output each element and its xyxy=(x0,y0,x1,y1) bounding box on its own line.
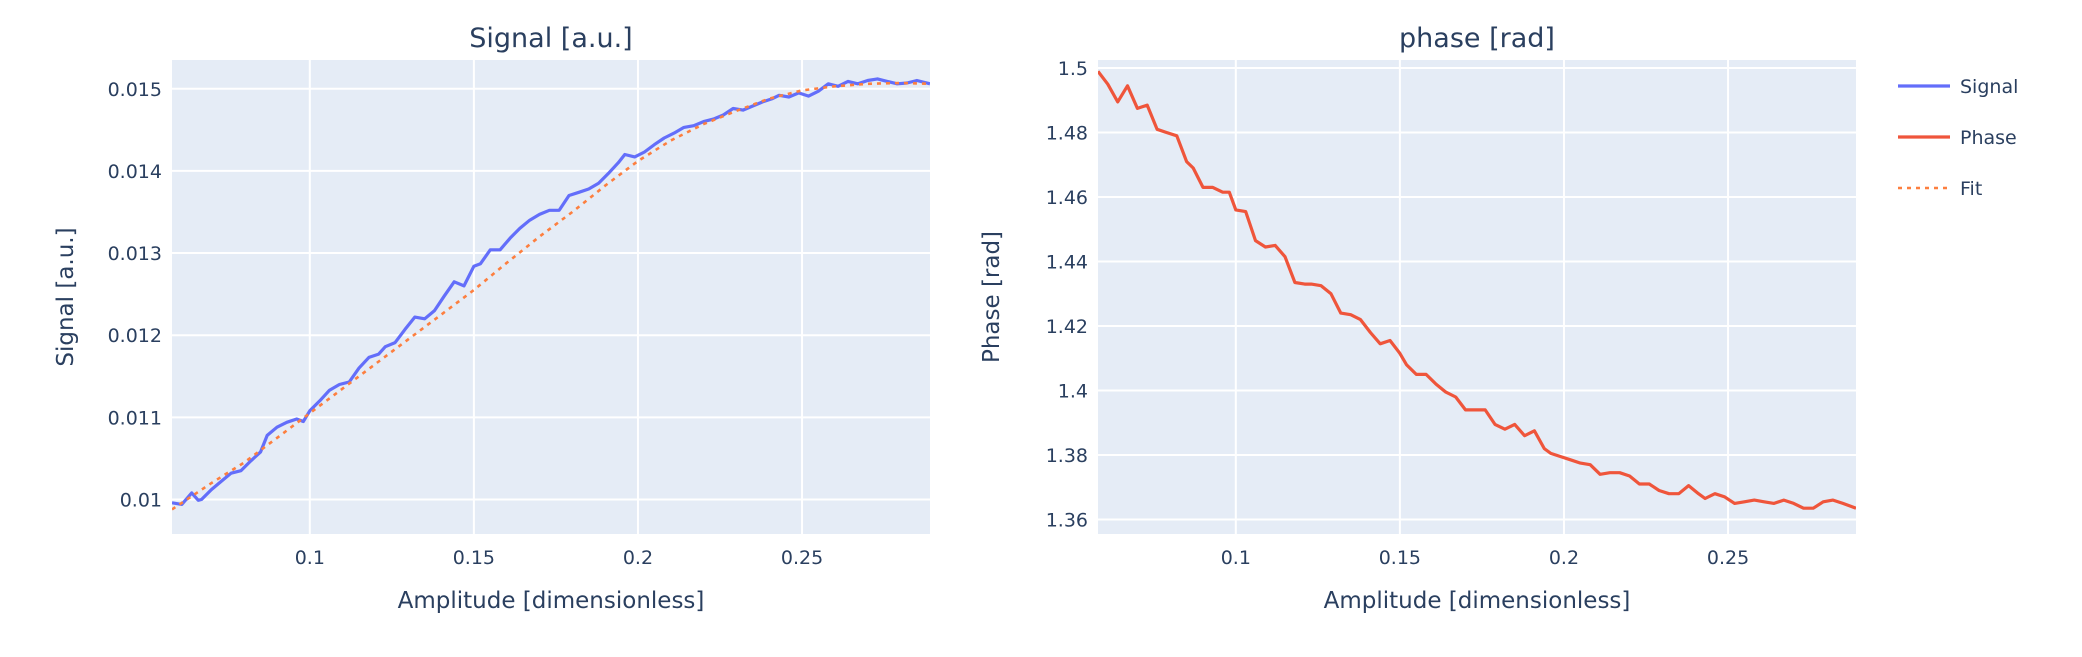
phase-x-tick-label: 0.1 xyxy=(1221,547,1251,569)
phase-y-tick-label: 1.44 xyxy=(1046,252,1088,274)
phase-x-axis-label: Amplitude [dimensionless] xyxy=(1324,588,1631,614)
signal-subplot: 0.1 0.15 0.2 0.25 0.01 0.011 0.012 0.013 0.014 0.… xyxy=(53,23,930,614)
signal-x-axis-label: Amplitude [dimensionless] xyxy=(398,588,705,614)
legend-item-fit[interactable]: Fit xyxy=(1898,178,1982,200)
signal-series-fit-line xyxy=(172,81,930,511)
signal-y-tick-label: 0.014 xyxy=(108,161,162,183)
phase-y-tick-label: 1.36 xyxy=(1046,509,1088,531)
phase-y-tick-label: 1.38 xyxy=(1046,445,1088,467)
legend-label-signal: Signal xyxy=(1960,76,2018,98)
phase-y-tick-label: 1.4 xyxy=(1058,381,1088,403)
phase-y-tick-label: 1.48 xyxy=(1046,123,1088,145)
phase-x-tick-label: 0.15 xyxy=(1379,547,1421,569)
phase-y-tick-label: 1.46 xyxy=(1046,187,1088,209)
phase-y-tick-label: 1.5 xyxy=(1058,58,1088,80)
phase-title: phase [rad] xyxy=(1399,23,1555,54)
signal-y-tick-label: 0.011 xyxy=(108,407,162,429)
signal-x-tick-label: 0.2 xyxy=(623,547,653,569)
signal-x-tick-label: 0.1 xyxy=(295,547,325,569)
phase-x-tick-label: 0.25 xyxy=(1707,547,1749,569)
signal-plot-area xyxy=(172,60,930,534)
signal-y-tick-label: 0.015 xyxy=(108,79,162,101)
phase-y-axis-label: Phase [rad] xyxy=(979,231,1005,363)
signal-y-tick-label: 0.013 xyxy=(108,243,162,265)
signal-title: Signal [a.u.] xyxy=(469,23,632,54)
signal-series-signal-line xyxy=(172,77,930,506)
phase-subplot: 0.1 0.15 0.2 0.25 1.36 1.38 1.4 1.42 1.44 1.46 1.4… xyxy=(979,23,1856,614)
signal-x-tick-label: 0.15 xyxy=(453,547,495,569)
signal-x-tick-label: 0.25 xyxy=(781,547,823,569)
phase-plot-area xyxy=(1098,60,1856,534)
legend-item-signal[interactable]: Signal xyxy=(1898,76,2018,98)
legend: Signal Phase Fit xyxy=(1898,76,2018,200)
legend-label-phase: Phase xyxy=(1960,127,2017,149)
phase-series-phase-line xyxy=(1098,70,1856,510)
phase-y-tick-label: 1.42 xyxy=(1046,316,1088,338)
phase-x-tick-label: 0.2 xyxy=(1549,547,1579,569)
signal-y-tick-label: 0.01 xyxy=(120,489,162,511)
legend-item-phase[interactable]: Phase xyxy=(1898,127,2017,149)
signal-y-tick-label: 0.012 xyxy=(108,325,162,347)
legend-label-fit: Fit xyxy=(1960,178,1982,200)
signal-y-axis-label: Signal [a.u.] xyxy=(53,227,79,366)
